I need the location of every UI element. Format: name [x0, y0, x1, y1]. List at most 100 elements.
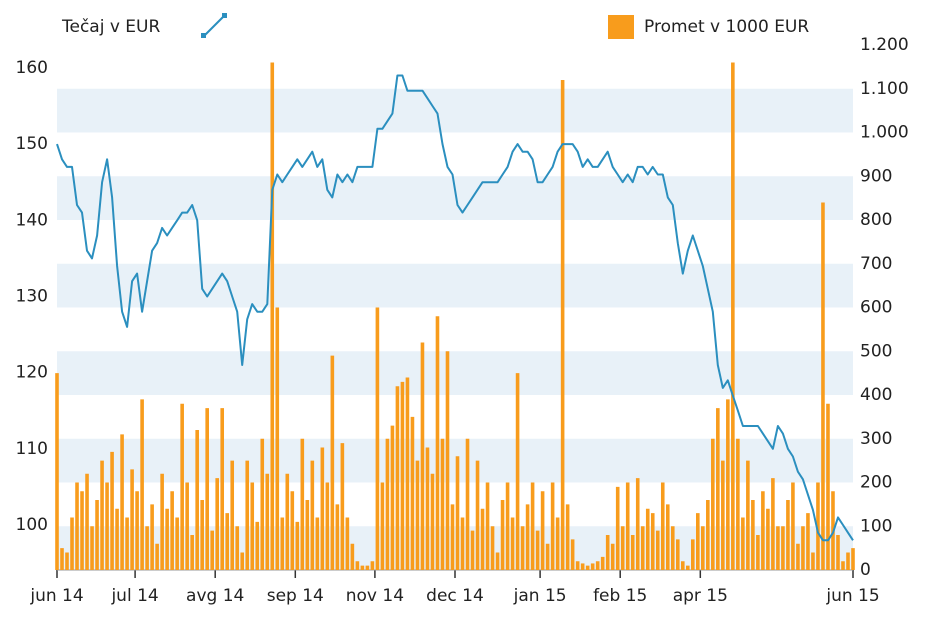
volume-bar: [200, 500, 204, 570]
volume-bar: [836, 535, 840, 570]
volume-bar: [125, 517, 129, 570]
volume-bar: [425, 447, 430, 570]
volume-bar: [851, 548, 855, 570]
volume-bar: [741, 517, 745, 570]
volume-bar: [250, 482, 255, 570]
volume-bar: [821, 202, 825, 570]
volume-bar: [585, 565, 590, 570]
volume-bar: [230, 460, 235, 570]
volume-bar: [100, 460, 104, 570]
volume-bar: [615, 486, 620, 570]
x-tick-label: jun 15: [825, 586, 879, 606]
volume-bar: [310, 460, 315, 570]
volume-bar: [826, 403, 830, 570]
volume-bar: [220, 408, 225, 570]
volume-bar: [786, 500, 790, 570]
volume-bar: [570, 539, 575, 570]
volume-bar: [670, 526, 675, 570]
volume-bar: [60, 548, 64, 570]
volume-bar: [410, 416, 415, 570]
grid-band: [57, 526, 853, 570]
volume-bar: [756, 535, 760, 570]
volume-bar: [55, 373, 59, 570]
volume-bar: [130, 469, 134, 570]
volume-bar: [816, 482, 820, 570]
volume-bar: [465, 438, 470, 570]
volume-bar: [595, 561, 600, 570]
y-tick-label: 140: [16, 210, 48, 230]
volume-bar: [776, 526, 780, 570]
volume-bar: [781, 526, 785, 570]
volume-bar: [365, 565, 370, 570]
volume-bar: [475, 460, 480, 570]
y2-tick-label: 900: [860, 166, 892, 186]
volume-bar: [150, 504, 154, 570]
volume-bar: [716, 408, 720, 570]
volume-bar: [135, 491, 139, 570]
volume-bar: [160, 473, 164, 570]
y2-tick-label: 200: [860, 473, 892, 493]
volume-bar: [345, 517, 350, 570]
volume-bar: [806, 513, 810, 570]
volume-bar: [540, 491, 545, 570]
volume-bar: [500, 500, 505, 570]
grid-band: [57, 263, 853, 308]
volume-bar: [706, 500, 710, 570]
volume-bar: [575, 561, 580, 570]
volume-bar: [665, 504, 670, 570]
volume-bar: [140, 399, 144, 570]
volume-bar: [791, 482, 795, 570]
volume-bar: [215, 478, 220, 570]
volume-bar: [90, 526, 94, 570]
volume-bar: [555, 517, 560, 570]
volume-bar: [300, 438, 305, 570]
volume-bar: [811, 552, 815, 570]
volume-bar: [726, 399, 730, 570]
volume-bar: [325, 482, 330, 570]
volume-bar: [185, 482, 189, 570]
y2-tick-label: 600: [860, 298, 892, 318]
volume-bar: [495, 552, 500, 570]
x-tick-label: nov 14: [346, 586, 404, 606]
volume-bar: [721, 460, 725, 570]
y2-tick-label: 400: [860, 385, 892, 405]
volume-bar: [610, 543, 615, 570]
y2-tick-label: 700: [860, 254, 892, 274]
volume-bar: [640, 526, 645, 570]
volume-bar: [170, 491, 174, 570]
volume-bar: [340, 443, 345, 570]
volume-bar: [460, 517, 465, 570]
y2-tick-label: 1.100: [860, 79, 909, 99]
volume-bar: [155, 543, 159, 570]
volume-bar: [430, 473, 435, 570]
volume-bar: [515, 373, 520, 570]
volume-bar: [520, 526, 525, 570]
volume-bar: [390, 425, 395, 570]
volume-bar: [761, 491, 765, 570]
price-line: [56, 74, 854, 542]
volume-bar: [630, 535, 635, 570]
y-tick-label: 100: [16, 515, 48, 535]
volume-bar: [75, 482, 79, 570]
volume-bar: [260, 438, 265, 570]
legend-line: [203, 15, 225, 37]
volume-bar: [80, 491, 84, 570]
volume-bar: [245, 460, 250, 570]
volume-bar: [110, 451, 114, 570]
grid-band: [57, 176, 853, 220]
volume-bar: [265, 473, 270, 570]
x-tick-label: jul 14: [110, 586, 158, 606]
volume-bar: [535, 530, 540, 570]
volume-bar: [380, 482, 385, 570]
volume-bar: [320, 447, 325, 570]
volume-bar: [565, 504, 570, 570]
volume-bar: [545, 543, 550, 570]
volume-bar: [405, 377, 410, 570]
volume-bar: [330, 355, 335, 570]
legend-swatch: [608, 15, 634, 39]
x-tick-label: jan 15: [513, 586, 567, 606]
volume-bar: [590, 563, 595, 570]
y2-tick-label: 300: [860, 429, 892, 449]
volume-bar: [525, 504, 530, 570]
